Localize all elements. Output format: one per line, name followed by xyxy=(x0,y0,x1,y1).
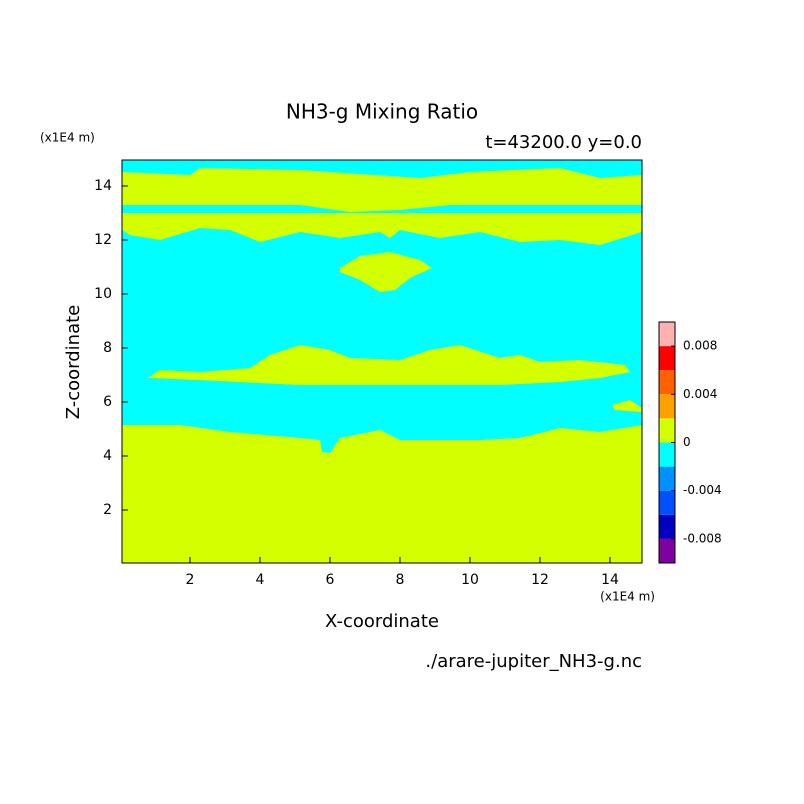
field-region xyxy=(122,425,642,563)
x-tick-label: 6 xyxy=(326,572,335,588)
colorbar-box xyxy=(659,538,675,563)
x-tick-label: 8 xyxy=(396,572,405,588)
colorbar-tick-label: 0.004 xyxy=(683,387,717,401)
field-region xyxy=(148,345,630,385)
field-region xyxy=(122,205,642,213)
x-tick-label: 14 xyxy=(601,572,619,588)
y-tick-label: 10 xyxy=(94,286,112,302)
source-file: ./arare-jupiter_NH3-g.nc xyxy=(425,651,642,672)
colorbar-tick-label: 0 xyxy=(683,435,691,449)
colorbar-box xyxy=(659,466,675,491)
colorbar-box xyxy=(659,442,675,467)
colorbar-tick-label: -0.008 xyxy=(683,531,722,545)
y-tick-label: 8 xyxy=(103,340,112,356)
colorbar-box xyxy=(659,394,675,419)
colorbar-box xyxy=(659,418,675,443)
x-tick-label: 4 xyxy=(256,572,265,588)
x-tick-label: 10 xyxy=(461,572,479,588)
field-region xyxy=(340,252,432,292)
colorbar-box xyxy=(659,490,675,515)
y-tick-label: 14 xyxy=(94,178,112,194)
chart-title: NH3-g Mixing Ratio xyxy=(286,100,478,124)
plot-frame xyxy=(121,159,643,564)
y-axis-label: Z-coordinate xyxy=(63,305,84,420)
x-tick-label: 12 xyxy=(531,572,549,588)
y-tick-label: 4 xyxy=(103,448,112,464)
colorbar-tick-label: -0.004 xyxy=(683,483,722,497)
x-unit: (x1E4 m) xyxy=(600,590,655,604)
x-tick-label: 2 xyxy=(186,572,195,588)
colorbar-box xyxy=(659,514,675,539)
y-tick-label: 2 xyxy=(103,502,112,518)
subtitle: t=43200.0 y=0.0 xyxy=(485,132,642,153)
colorbar-box xyxy=(659,346,675,371)
y-unit: (x1E4 m) xyxy=(40,131,95,145)
y-tick-label: 12 xyxy=(94,232,112,248)
x-axis-label: X-coordinate xyxy=(325,611,439,632)
colorbar-box xyxy=(659,370,675,395)
field-region xyxy=(122,168,642,245)
colorbar-tick-label: 0.008 xyxy=(683,339,717,353)
colorbar-box xyxy=(659,322,675,347)
field-region xyxy=(612,400,642,412)
y-tick-label: 6 xyxy=(103,394,112,410)
